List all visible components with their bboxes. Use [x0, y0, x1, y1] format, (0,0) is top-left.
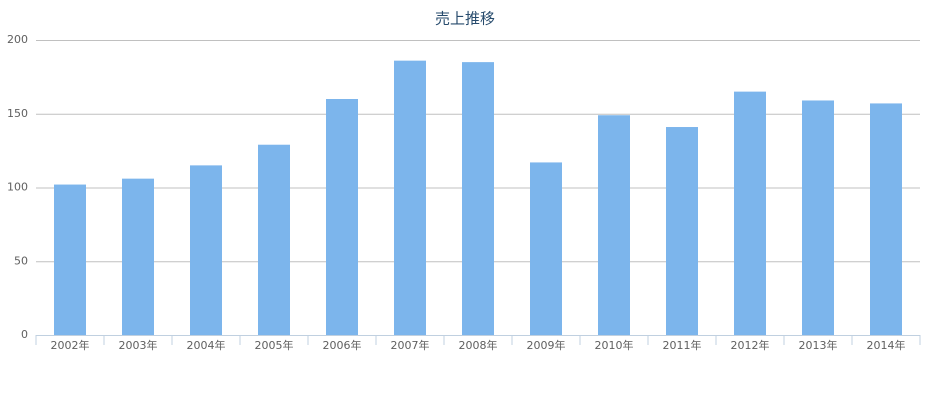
x-tick-label: 2005年 — [255, 338, 294, 352]
x-tick-label: 2011年 — [663, 338, 702, 352]
bar — [802, 100, 834, 335]
y-tick-label: 100 — [7, 181, 28, 194]
y-tick-label: 50 — [14, 254, 28, 267]
bar — [666, 127, 698, 336]
y-tick-label: 200 — [7, 33, 28, 46]
x-tick-label: 2010年 — [595, 338, 634, 352]
x-tick-label: 2009年 — [527, 338, 566, 352]
chart-title: 売上推移 — [435, 10, 495, 28]
bar — [190, 165, 222, 335]
x-tick-label: 2003年 — [119, 338, 158, 352]
bar — [870, 103, 902, 335]
bar — [122, 178, 154, 335]
x-tick-label: 2007年 — [391, 338, 430, 352]
bar — [598, 115, 630, 335]
bar — [394, 60, 426, 336]
x-tick-label: 2013年 — [799, 338, 838, 352]
bar — [462, 62, 494, 335]
y-tick-label: 150 — [7, 107, 28, 120]
x-tick-label: 2004年 — [187, 338, 226, 352]
x-tick-label: 2006年 — [323, 338, 362, 352]
x-tick-label: 2002年 — [51, 338, 90, 352]
x-tick-label: 2014年 — [867, 338, 906, 352]
bar — [54, 184, 86, 335]
bar — [530, 162, 562, 335]
x-tick-label: 2008年 — [459, 338, 498, 352]
bar — [258, 144, 290, 335]
x-tick-label: 2012年 — [731, 338, 770, 352]
bar — [326, 99, 358, 335]
bar — [734, 91, 766, 335]
y-tick-label: 0 — [21, 328, 28, 341]
